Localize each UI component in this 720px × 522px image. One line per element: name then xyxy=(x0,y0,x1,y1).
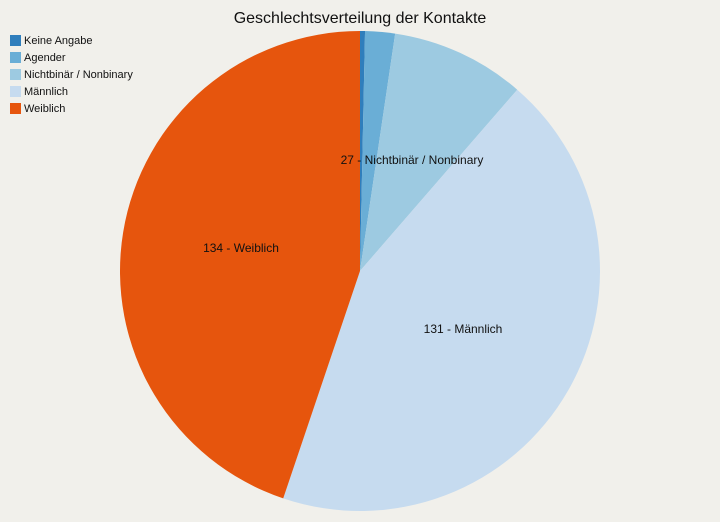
pie-slice-agender[interactable] xyxy=(360,31,396,271)
pie-slice-nichtbinär-nonbinary[interactable] xyxy=(360,33,518,271)
legend-swatch xyxy=(10,35,21,46)
slice-label: 131 - Männlich xyxy=(424,322,503,336)
legend-swatch xyxy=(10,69,21,80)
legend-item-weiblich[interactable]: Weiblich xyxy=(10,100,133,117)
pie-slice-weiblich[interactable] xyxy=(119,31,361,499)
legend-item-agender[interactable]: Agender xyxy=(10,49,133,66)
legend-swatch xyxy=(10,52,21,63)
legend-item-keine-angabe[interactable]: Keine Angabe xyxy=(10,32,133,49)
chart-title: Geschlechtsverteilung der Kontakte xyxy=(233,10,487,27)
slice-label: 27 - Nichtbinär / Nonbinary xyxy=(341,153,484,167)
legend-item-nichtbinaer[interactable]: Nichtbinär / Nonbinary xyxy=(10,66,133,83)
legend: Keine Angabe Agender Nichtbinär / Nonbin… xyxy=(10,32,133,117)
slice-label: 134 - Weiblich xyxy=(203,241,279,255)
pie-slice-keine-angabe[interactable] xyxy=(360,31,366,271)
pie-slice-männlich[interactable] xyxy=(283,89,601,511)
legend-swatch xyxy=(10,86,21,97)
legend-item-maennlich[interactable]: Männlich xyxy=(10,83,133,100)
legend-swatch xyxy=(10,103,21,114)
